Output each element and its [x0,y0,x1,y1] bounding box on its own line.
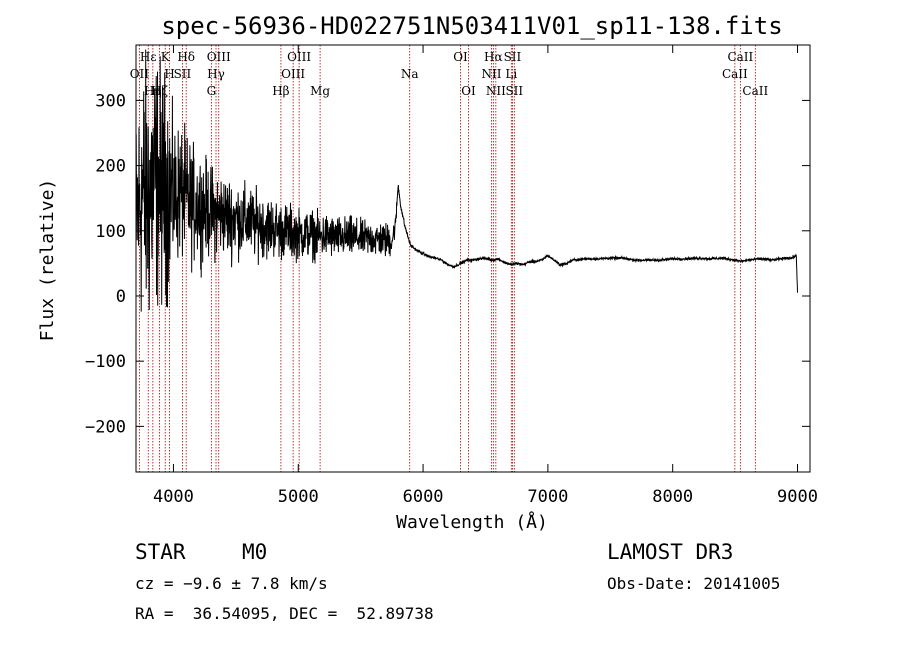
line-marker-label: CaII [722,67,748,81]
obs-date: Obs-Date: 20141005 [607,574,781,593]
y-tick-label: 300 [95,91,126,111]
line-marker-label: Li [505,67,517,81]
line-marker-label: OIII [207,50,231,64]
line-marker-label: NII [481,67,501,81]
line-marker-label: Hγ [207,67,225,81]
plot-frame [135,44,811,473]
line-marker-label: Hε [140,50,157,64]
chart-title: spec-56936-HD022751N503411V01_sp11-138.f… [161,12,782,40]
line-marker-label: Mg [310,84,330,98]
line-marker-label: K [161,50,171,64]
x-tick-label: 4000 [153,487,194,507]
line-marker-label: OII [130,67,150,81]
coordinates: RA = 36.54095, DEC = 52.89738 [135,604,434,623]
line-marker-label: NII [486,84,506,98]
line-marker-labels: OIIHεHηHζKHSIIHδGHγOIIIHβOIIIOIIIMgNaOIO… [130,50,769,98]
y-tick-label: 100 [95,222,126,242]
line-marker-label: OI [453,50,468,64]
y-axis-ticks: −200 −100 0 100 200 300 [85,91,810,437]
x-axis-ticks: 4000 5000 6000 7000 8000 9000 [153,45,818,507]
object-class: STAR [135,540,186,564]
line-marker-label: OI [461,84,476,98]
line-marker-label: SII [174,67,192,81]
line-marker-label: SII [505,84,523,98]
y-tick-label: −100 [85,352,126,372]
y-tick-label: 200 [95,157,126,177]
spectrum-line [135,49,798,312]
line-marker-label: Hβ [272,84,289,98]
line-marker-label: OIII [287,50,311,64]
line-marker-label: OIII [281,67,305,81]
x-tick-label: 7000 [527,487,568,507]
line-marker-label: Na [401,67,419,81]
x-tick-label: 9000 [777,487,818,507]
line-marker-label: CaII [727,50,753,64]
redshift-readout: cz = −9.6 ± 7.8 km/s [135,574,328,593]
object-subclass: M0 [242,540,268,564]
y-tick-label: −200 [85,417,126,437]
line-marker-label: SII [504,50,522,64]
line-marker-label: Hδ [177,50,195,64]
x-tick-label: 6000 [403,487,444,507]
x-axis-label: Wavelength (Å) [396,511,548,533]
x-tick-label: 5000 [278,487,319,507]
y-axis-label: Flux (relative) [37,179,58,342]
y-tick-label: 0 [116,287,126,307]
line-marker-label: CaII [742,84,768,98]
x-tick-label: 8000 [652,487,693,507]
line-marker-label: H [164,67,174,81]
line-marker-label: Hα [484,50,503,64]
survey-label: LAMOST DR3 [607,540,734,564]
line-marker-label: G [207,84,217,98]
